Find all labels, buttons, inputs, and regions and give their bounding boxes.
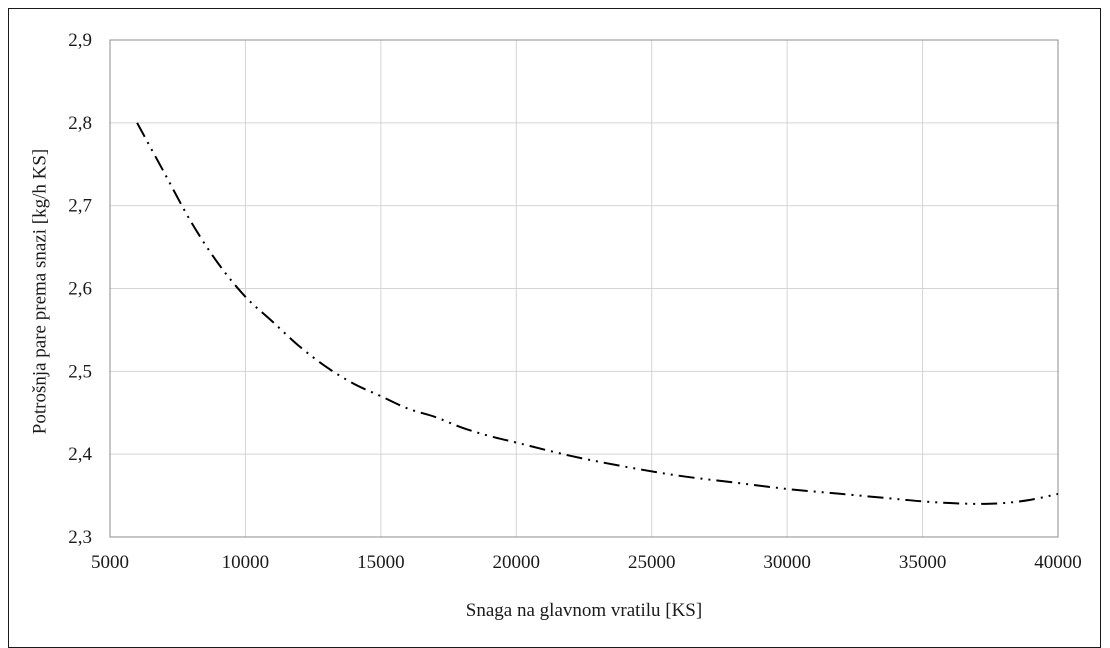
line-chart: 2,3 2,4 2,5 2,6 2,7 2,8 2,9 5000 10000 15000 2000… [30,30,1082,621]
series-line-0 [136,122,1059,505]
y-tick-label: 2,6 [68,279,92,300]
y-tick-label: 2,7 [68,196,92,217]
y-tick-label: 2,3 [68,527,92,548]
x-tick-label: 20000 [493,552,541,573]
series-layer [136,122,1059,505]
x-tick-label: 35000 [899,552,947,573]
plot-area [109,39,1059,538]
y-tick-label: 2,9 [68,30,92,51]
x-tick-label: 40000 [1034,552,1082,573]
y-tick-label: 2,5 [68,361,92,382]
x-tick-label: 15000 [357,552,405,573]
y-tick-label: 2,4 [68,444,92,465]
x-tick-label: 5000 [91,552,129,573]
y-tick-label: 2,8 [68,113,92,134]
x-axis-tick-labels: 5000 10000 15000 20000 25000 30000 35000 40000 [91,552,1082,573]
x-tick-label: 25000 [628,552,676,573]
x-tick-label: 30000 [763,552,811,573]
x-axis-title: Snaga na glavnom vratilu [KS] [466,600,702,621]
grid-lines [109,39,1059,538]
y-axis-tick-labels: 2,3 2,4 2,5 2,6 2,7 2,8 2,9 [68,30,92,548]
chart-frame [8,8,1101,648]
y-axis-title: Potrošnja pare prema snazi [kg/h KS] [30,149,51,434]
x-tick-label: 10000 [222,552,270,573]
